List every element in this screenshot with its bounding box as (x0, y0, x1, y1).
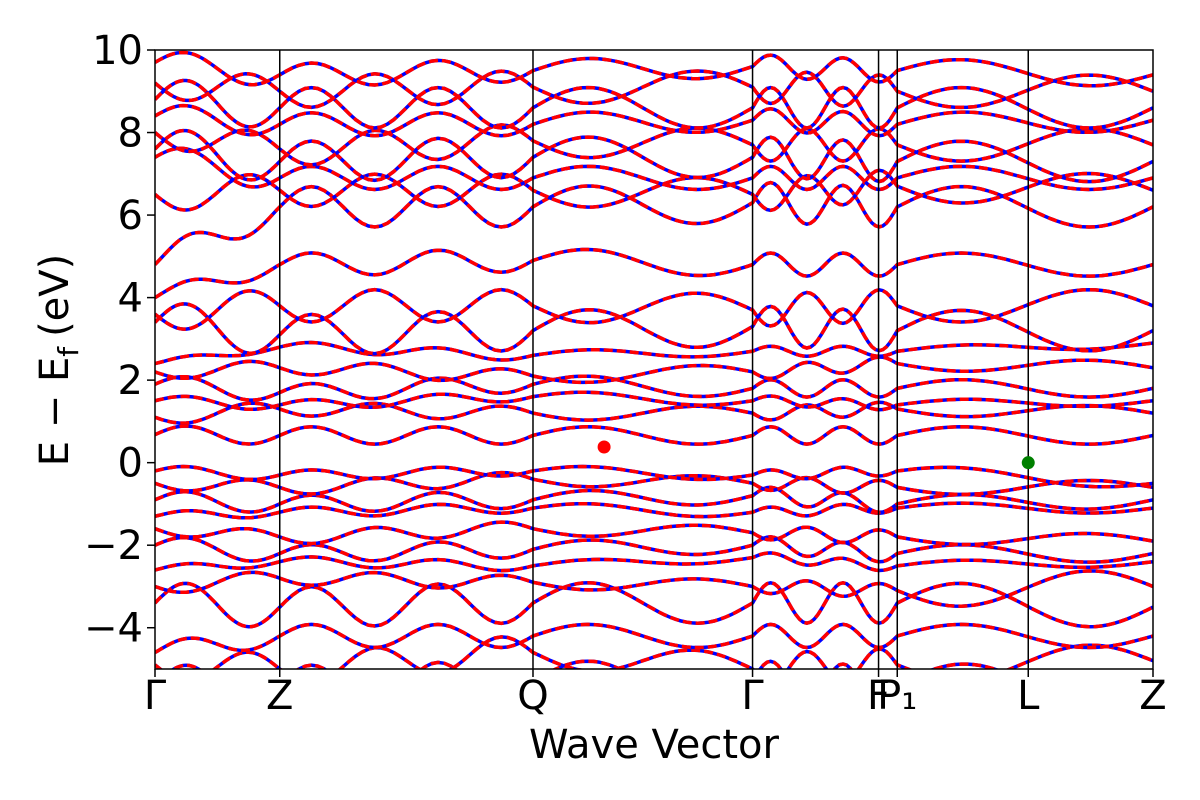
band-line-solid (155, 128, 1153, 184)
band-edge-marker (1021, 456, 1035, 470)
band-line-dashed (155, 464, 1153, 489)
band-line-dashed (155, 520, 1153, 547)
x-tick-label: F (867, 673, 890, 719)
band-line-dashed (155, 580, 1153, 629)
y-axis: −4 −2 0 2 4 6 8 10 (84, 28, 155, 652)
band-line-dashed (155, 551, 1153, 573)
y-tick-label: 0 (118, 441, 143, 487)
band-line-dashed (155, 569, 1153, 608)
y-axis-label-subscript: f (52, 346, 85, 357)
kpoint-divider-lines (279, 50, 1029, 669)
y-tick-label: 4 (118, 276, 143, 322)
x-axis: Γ Z Q Γ FP₁ L Z (144, 669, 1167, 719)
band-edge-marker (597, 440, 611, 454)
x-tick-label: L (1017, 673, 1040, 719)
y-axis-label-main: E − E (32, 357, 78, 467)
x-tick-label: Q (517, 673, 548, 719)
markers-layer (597, 440, 1035, 470)
band-line-dashed (155, 501, 1153, 520)
band-line-dashed (155, 390, 1153, 412)
band-line-dashed (155, 424, 1153, 446)
band-line-dashed (155, 50, 1153, 88)
band-line-dashed (155, 470, 1153, 497)
band-line-dashed (155, 287, 1153, 331)
band-line-dashed (155, 355, 1153, 385)
band-line-dashed (155, 123, 1153, 167)
band-line-dashed (155, 485, 1153, 515)
band-line-dashed (155, 78, 1153, 130)
x-tick-label: Z (1139, 673, 1166, 719)
y-axis-label: E − Ef (eV) (32, 254, 85, 467)
band-line-dashed (155, 302, 1153, 356)
bands-layer (155, 50, 1153, 669)
band-line-dashed (155, 635, 1153, 669)
y-tick-label: 8 (118, 111, 143, 157)
y-tick-label: 6 (118, 193, 143, 239)
y-axis-label-unit: (eV) (32, 254, 78, 337)
band-line-dashed (155, 69, 1153, 110)
y-tick-label: −4 (84, 606, 143, 652)
band-line-dashed (155, 103, 1153, 138)
y-tick-label: 10 (92, 28, 143, 74)
x-tick-label: P₁ (877, 673, 917, 719)
band-line-dashed (155, 180, 1153, 266)
y-tick-label: 2 (118, 358, 143, 404)
plot-background (155, 50, 1153, 669)
band-line-dashed (155, 374, 1153, 402)
band-line-dashed (170, 659, 1000, 669)
x-tick-label: Γ (144, 673, 167, 719)
plot-frame (154, 49, 1154, 670)
x-tick-label: Z (266, 673, 293, 719)
x-tick-label: Γ (741, 673, 764, 719)
band-line-dashed (155, 622, 1153, 655)
band-line-dashed (155, 400, 1153, 425)
x-axis-label: Wave Vector (529, 722, 780, 768)
y-tick-label: −2 (84, 523, 143, 569)
band-line-dashed (155, 247, 1153, 300)
band-line-dashed (155, 146, 1153, 192)
band-line-dashed (155, 535, 1153, 564)
